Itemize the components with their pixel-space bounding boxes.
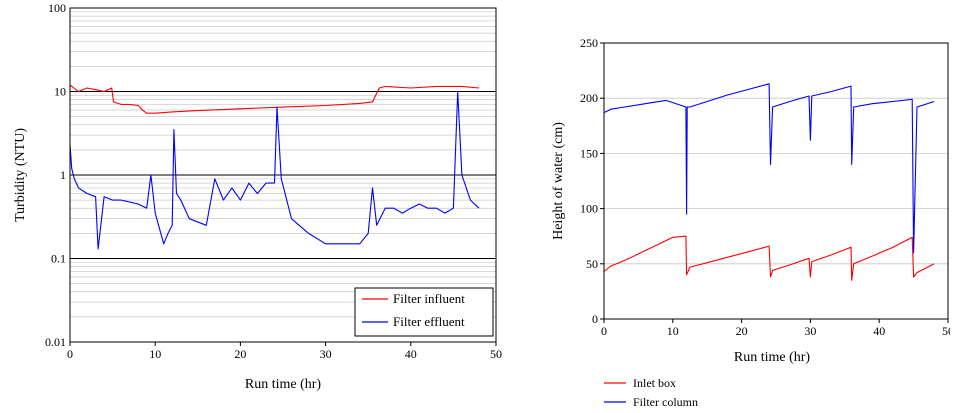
x-tick-label: 10 xyxy=(149,347,161,361)
water-height-chart: 0 10 20 30 40 50 250 200 150 100 50 0 Run time (hr)… xyxy=(551,36,950,409)
x-tick-label: 40 xyxy=(405,347,417,361)
y-tick-label: 0.01 xyxy=(45,335,66,349)
water-height-series-line-1 xyxy=(603,83,935,254)
turbidity-x-axis-label: Run time (hr) xyxy=(245,377,322,392)
water-height-series-line-0 xyxy=(603,235,935,281)
x-tick-label: 0 xyxy=(601,324,607,338)
water-height-grid xyxy=(604,97,948,265)
x-tick-label: 20 xyxy=(736,324,748,338)
y-tick-label: 0.1 xyxy=(51,252,66,266)
x-tick-label: 30 xyxy=(320,347,332,361)
x-tick-label: 40 xyxy=(873,324,885,338)
turbidity-y-axis-label: Turbidity (NTU) xyxy=(13,128,28,222)
y-tick-label: 100 xyxy=(580,202,598,216)
water-height-y-axis-label: Height of water (cm) xyxy=(551,122,566,240)
x-tick-label: 50 xyxy=(942,324,950,338)
turbidity-series-line-1 xyxy=(69,90,480,250)
y-tick-label: 250 xyxy=(580,36,598,50)
turbidity-series-line-0 xyxy=(69,84,480,114)
water-height-plot-lines xyxy=(603,83,935,281)
legend-influent-label: Filter influent xyxy=(393,291,465,306)
x-tick-label: 30 xyxy=(804,324,816,338)
y-tick-label: 1 xyxy=(60,168,66,182)
y-tick-label: 10 xyxy=(54,85,66,99)
turbidity-chart: 0 10 20 30 40 50 100 10 1 0.1 0.01 Run time (hr) T… xyxy=(13,1,502,392)
legend-effluent-label: Filter effluent xyxy=(393,314,465,329)
water-height-x-axis-label: Run time (hr) xyxy=(734,350,811,365)
turbidity-plot-lines xyxy=(69,84,480,250)
turbidity-legend-box xyxy=(354,287,494,337)
legend-inlet-label: Inlet box xyxy=(633,376,676,390)
water-height-plot-frame xyxy=(603,42,949,320)
y-tick-label: 50 xyxy=(586,257,598,271)
y-tick-label: 0 xyxy=(592,312,598,326)
x-tick-label: 0 xyxy=(67,347,73,361)
turbidity-legend: Filter influent Filter effluent xyxy=(354,287,494,337)
turbidity-grid xyxy=(70,11,496,318)
turbidity-tick-labels: 0 10 20 30 40 50 100 10 1 0.1 0.01 xyxy=(45,1,502,361)
x-tick-label: 20 xyxy=(234,347,246,361)
y-tick-label: 200 xyxy=(580,91,598,105)
x-tick-label: 10 xyxy=(667,324,679,338)
turbidity-plot-frame xyxy=(69,7,497,343)
legend-column-label: Filter column xyxy=(633,395,698,409)
water-height-tick-labels: 0 10 20 30 40 50 250 200 150 100 50 0 xyxy=(580,36,950,338)
y-tick-label: 150 xyxy=(580,146,598,160)
x-tick-label: 50 xyxy=(490,347,502,361)
water-height-legend: Inlet box Filter column xyxy=(604,376,698,409)
y-tick-label: 100 xyxy=(48,1,66,15)
